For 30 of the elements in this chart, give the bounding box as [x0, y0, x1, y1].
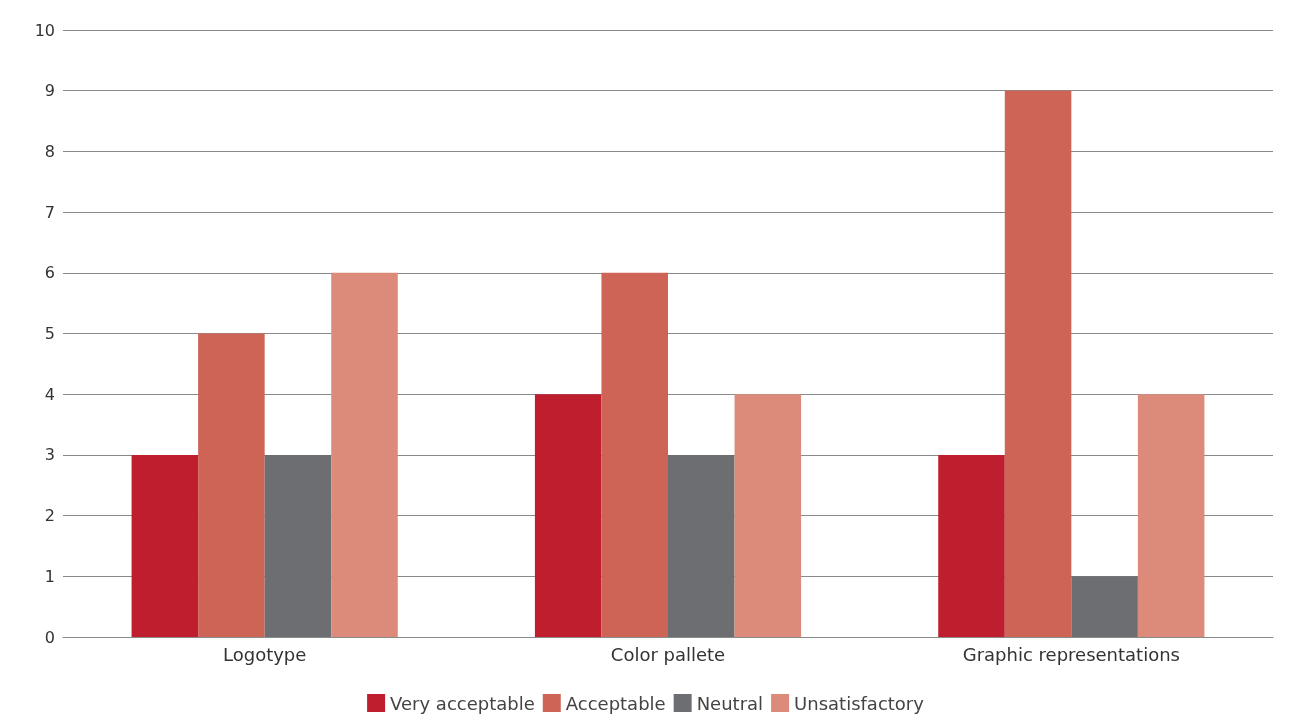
x-tick-label: Graphic representations: [962, 643, 1180, 665]
y-tick-label: 2: [44, 506, 55, 526]
bar: [734, 394, 802, 637]
bar: [198, 333, 265, 637]
y-tick-label: 3: [44, 445, 55, 465]
bar: [601, 272, 668, 637]
y-tick-label: 7: [44, 202, 55, 222]
bar: [668, 454, 735, 637]
legend-label: Very acceptable: [390, 692, 535, 714]
legend-label: Neutral: [696, 692, 764, 714]
y-tick-label: 4: [44, 384, 55, 404]
legend-label: Acceptable: [565, 692, 666, 714]
y-tick-label: 8: [44, 141, 55, 161]
x-tick-label: Logotype: [222, 643, 307, 665]
y-tick-label: 0: [44, 627, 55, 647]
bar: [331, 272, 398, 637]
y-tick-label: 9: [44, 81, 55, 101]
x-tick-label: Color pallete: [610, 643, 726, 665]
bar: [131, 454, 199, 637]
bar: [938, 454, 1005, 637]
y-tick-label: 1: [44, 566, 55, 586]
bar: [1071, 576, 1138, 637]
y-tick-label: 5: [44, 324, 55, 343]
bar: [264, 454, 332, 637]
y-tick-label: 6: [44, 263, 55, 283]
y-tick-label: 10: [34, 20, 55, 40]
bar: [1137, 394, 1205, 637]
bar: [1004, 90, 1072, 637]
bar: [534, 394, 602, 637]
legend-label: Unsatisfactory: [794, 692, 925, 714]
